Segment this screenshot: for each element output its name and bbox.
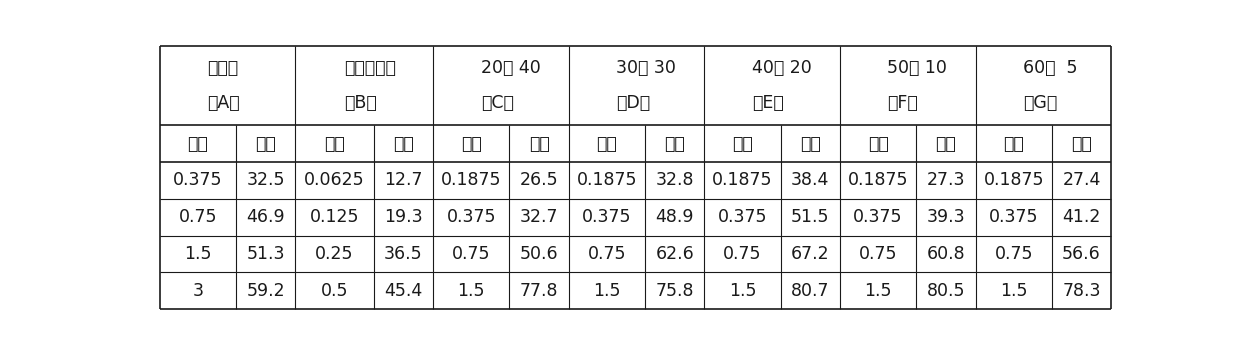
Text: 26.5: 26.5 <box>520 171 558 189</box>
Text: 三甲苯草锐: 三甲苯草锐 <box>343 59 396 77</box>
Text: 36.5: 36.5 <box>384 245 423 263</box>
Text: 20： 40: 20： 40 <box>481 59 541 77</box>
Text: 0.75: 0.75 <box>994 245 1033 263</box>
Text: 50.6: 50.6 <box>520 245 558 263</box>
Text: 0.375: 0.375 <box>718 208 768 226</box>
Text: 0.75: 0.75 <box>723 245 761 263</box>
Text: 浓度: 浓度 <box>868 134 888 152</box>
Text: 0.1875: 0.1875 <box>577 171 637 189</box>
Text: （G）: （G） <box>1023 94 1058 112</box>
Text: 0.0625: 0.0625 <box>304 171 365 189</box>
Text: 51.5: 51.5 <box>791 208 830 226</box>
Text: 防效: 防效 <box>1071 134 1092 152</box>
Text: 0.75: 0.75 <box>453 245 491 263</box>
Text: 浓度: 浓度 <box>461 134 481 152</box>
Text: 1.5: 1.5 <box>593 282 620 300</box>
Text: 浓度: 浓度 <box>732 134 753 152</box>
Text: （F）: （F） <box>888 94 918 112</box>
Text: 27.4: 27.4 <box>1063 171 1101 189</box>
Text: 防效: 防效 <box>528 134 549 152</box>
Text: 80.7: 80.7 <box>791 282 830 300</box>
Text: 浓度: 浓度 <box>187 134 208 152</box>
Text: 3: 3 <box>192 282 203 300</box>
Text: 1.5: 1.5 <box>864 282 892 300</box>
Text: 0.375: 0.375 <box>853 208 903 226</box>
Text: 0.75: 0.75 <box>859 245 898 263</box>
Text: 0.5: 0.5 <box>321 282 348 300</box>
Text: 0.1875: 0.1875 <box>712 171 773 189</box>
Text: 19.3: 19.3 <box>384 208 423 226</box>
Text: 防效: 防效 <box>800 134 821 152</box>
Text: 60：  5: 60： 5 <box>1023 59 1078 77</box>
Text: 62.6: 62.6 <box>655 245 694 263</box>
Text: 78.3: 78.3 <box>1063 282 1101 300</box>
Text: （B）: （B） <box>343 94 377 112</box>
Text: 浓度: 浓度 <box>324 134 345 152</box>
Text: 32.7: 32.7 <box>520 208 558 226</box>
Text: 0.375: 0.375 <box>446 208 496 226</box>
Text: 32.8: 32.8 <box>656 171 694 189</box>
Text: 67.2: 67.2 <box>791 245 830 263</box>
Text: 48.9: 48.9 <box>656 208 694 226</box>
Text: 1.5: 1.5 <box>458 282 485 300</box>
Text: 12.7: 12.7 <box>384 171 423 189</box>
Text: 40： 20: 40： 20 <box>751 59 812 77</box>
Text: 0.1875: 0.1875 <box>848 171 909 189</box>
Text: 0.75: 0.75 <box>179 208 217 226</box>
Text: 60.8: 60.8 <box>926 245 965 263</box>
Text: 浓度: 浓度 <box>596 134 618 152</box>
Text: 75.8: 75.8 <box>656 282 694 300</box>
Text: 防效: 防效 <box>255 134 277 152</box>
Text: 0.375: 0.375 <box>582 208 631 226</box>
Text: 50： 10: 50： 10 <box>888 59 947 77</box>
Text: 30： 30: 30： 30 <box>616 59 676 77</box>
Text: 0.75: 0.75 <box>588 245 626 263</box>
Text: 0.1875: 0.1875 <box>441 171 501 189</box>
Text: 56.6: 56.6 <box>1063 245 1101 263</box>
Text: 0.25: 0.25 <box>315 245 353 263</box>
Text: 77.8: 77.8 <box>520 282 558 300</box>
Text: 38.4: 38.4 <box>791 171 830 189</box>
Text: 59.2: 59.2 <box>247 282 285 300</box>
Text: 浓度: 浓度 <box>1003 134 1024 152</box>
Text: （C）: （C） <box>481 94 513 112</box>
Text: 41.2: 41.2 <box>1063 208 1101 226</box>
Text: 防效: 防效 <box>393 134 414 152</box>
Text: 46.9: 46.9 <box>247 208 285 226</box>
Text: 32.5: 32.5 <box>247 171 285 189</box>
Text: 防效: 防效 <box>935 134 956 152</box>
Text: 异丙隆: 异丙隆 <box>207 59 238 77</box>
Text: 0.375: 0.375 <box>990 208 1038 226</box>
Text: 0.1875: 0.1875 <box>983 171 1044 189</box>
Text: （A）: （A） <box>207 94 239 112</box>
Text: 1.5: 1.5 <box>999 282 1028 300</box>
Text: （D）: （D） <box>616 94 650 112</box>
Text: 1.5: 1.5 <box>184 245 212 263</box>
Text: （E）: （E） <box>751 94 784 112</box>
Text: 0.375: 0.375 <box>174 171 223 189</box>
Text: 防效: 防效 <box>665 134 684 152</box>
Text: 51.3: 51.3 <box>247 245 285 263</box>
Text: 27.3: 27.3 <box>926 171 965 189</box>
Text: 80.5: 80.5 <box>926 282 965 300</box>
Text: 39.3: 39.3 <box>926 208 965 226</box>
Text: 0.125: 0.125 <box>310 208 360 226</box>
Text: 1.5: 1.5 <box>729 282 756 300</box>
Text: 45.4: 45.4 <box>384 282 423 300</box>
